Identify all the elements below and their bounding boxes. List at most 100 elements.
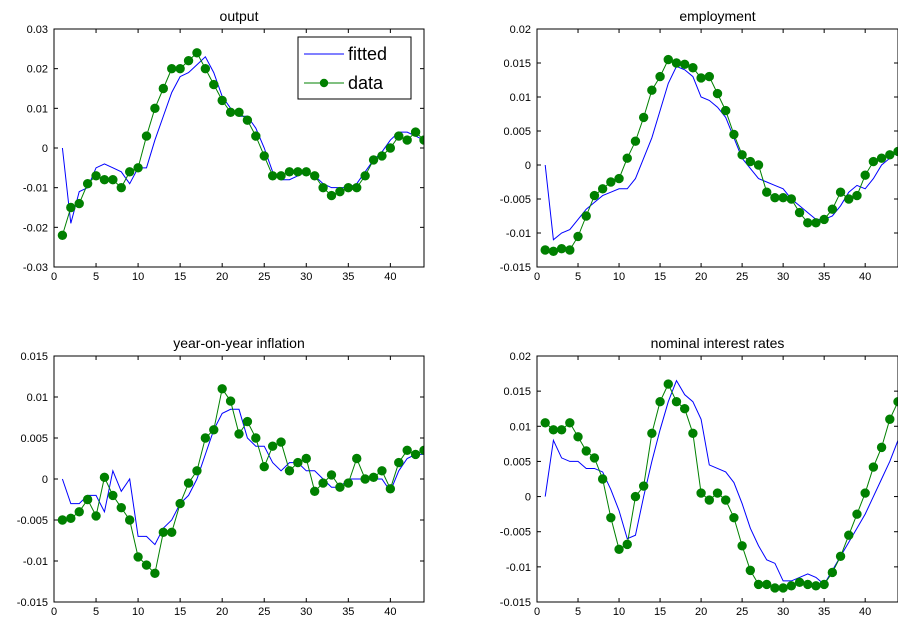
data-point [597, 474, 608, 484]
y-tick-label: 0.01 [510, 92, 531, 104]
y-tick-label: 0.015 [20, 351, 48, 363]
data-point [326, 190, 337, 201]
data-point [581, 446, 591, 456]
data-point [66, 513, 76, 524]
data-point [597, 184, 608, 194]
data-point [267, 441, 278, 451]
y-tick-label: 0.03 [27, 24, 48, 36]
y-tick-label: -0.005 [17, 515, 48, 527]
data-point [124, 515, 135, 525]
data-point [548, 425, 559, 435]
data-point [225, 107, 236, 118]
data-point [175, 63, 185, 74]
data-point [729, 129, 739, 140]
data-point [217, 95, 227, 106]
data-point [108, 490, 118, 501]
legend-label-data: data [348, 73, 384, 93]
x-tick-label: 10 [132, 606, 144, 618]
y-tick-label: 0.005 [20, 433, 48, 445]
x-tick-label: 25 [736, 271, 748, 283]
data-point [167, 63, 177, 74]
x-tick-label: 40 [859, 606, 871, 618]
data-point [647, 428, 657, 439]
y-tick-label: -0.03 [23, 262, 48, 274]
data-point [819, 579, 829, 590]
data-point [778, 583, 788, 593]
data-point [811, 581, 821, 591]
data-point [614, 544, 624, 554]
data-point [868, 156, 879, 167]
data-point [679, 404, 690, 414]
data-point [133, 163, 143, 173]
data-point [835, 187, 846, 197]
x-tick-label: 35 [818, 271, 830, 283]
data-point [276, 437, 286, 447]
data-point [360, 171, 370, 181]
data-point [335, 482, 345, 492]
data-point [377, 466, 387, 476]
data-point [778, 192, 788, 203]
data-point [762, 579, 772, 590]
chart-panel-year-on-year-inflation: year-on-year inflation 0 5 10 15 20 25 30 35 40 -0… [17, 335, 425, 618]
data-point [589, 190, 600, 201]
data-point [556, 425, 567, 435]
data-point [108, 175, 118, 185]
x-tick-label: 0 [51, 271, 57, 283]
data-point [655, 396, 665, 407]
x-tick-label: 15 [654, 606, 666, 618]
y-tick-label: 0.015 [503, 58, 531, 70]
data-point [410, 127, 421, 137]
data-point [622, 539, 632, 550]
data-point [696, 73, 706, 83]
data-point [209, 425, 219, 435]
data-point [893, 396, 898, 407]
data-point [630, 136, 641, 146]
data-point [183, 478, 194, 488]
data-point [696, 488, 706, 498]
data-point [786, 581, 797, 591]
y-tick-label: 0.02 [510, 24, 531, 36]
data-point [192, 48, 202, 58]
data-point [704, 71, 714, 82]
data-point [74, 198, 84, 209]
x-tick-label: 10 [613, 271, 625, 283]
data-point [794, 577, 805, 588]
data-point [860, 170, 870, 180]
data-point [606, 512, 616, 523]
chart-title: nominal interest rates [651, 335, 785, 351]
y-tick-label: 0.01 [510, 421, 531, 433]
data-point [251, 433, 261, 443]
data-point [284, 167, 295, 177]
data-point [589, 453, 600, 463]
x-tick-label: 20 [216, 606, 228, 618]
data-point [540, 418, 550, 428]
y-tick-label: 0 [42, 474, 48, 486]
data-point [200, 433, 211, 443]
data-point [745, 565, 756, 576]
x-tick-label: 30 [300, 271, 312, 283]
data-point [647, 85, 657, 95]
data-point [794, 207, 805, 218]
data-point [158, 527, 169, 537]
data-point [827, 567, 838, 578]
y-tick-label: 0 [525, 492, 531, 504]
data-point [385, 484, 396, 494]
data-point [57, 515, 68, 525]
x-tick-label: 0 [51, 606, 57, 618]
data-point [150, 103, 160, 114]
y-tick-label: -0.01 [506, 562, 531, 574]
data-point [82, 494, 93, 505]
x-tick-label: 15 [654, 271, 666, 283]
y-tick-label: 0 [525, 160, 531, 172]
y-tick-label: 0.01 [27, 392, 48, 404]
data-point [217, 384, 227, 394]
data-point [267, 171, 278, 181]
data-point [753, 160, 764, 170]
data-point [885, 414, 895, 424]
data-point [663, 54, 673, 65]
data-point [803, 579, 813, 590]
data-point [91, 171, 101, 181]
data-point [150, 568, 160, 578]
data-point [209, 79, 219, 90]
